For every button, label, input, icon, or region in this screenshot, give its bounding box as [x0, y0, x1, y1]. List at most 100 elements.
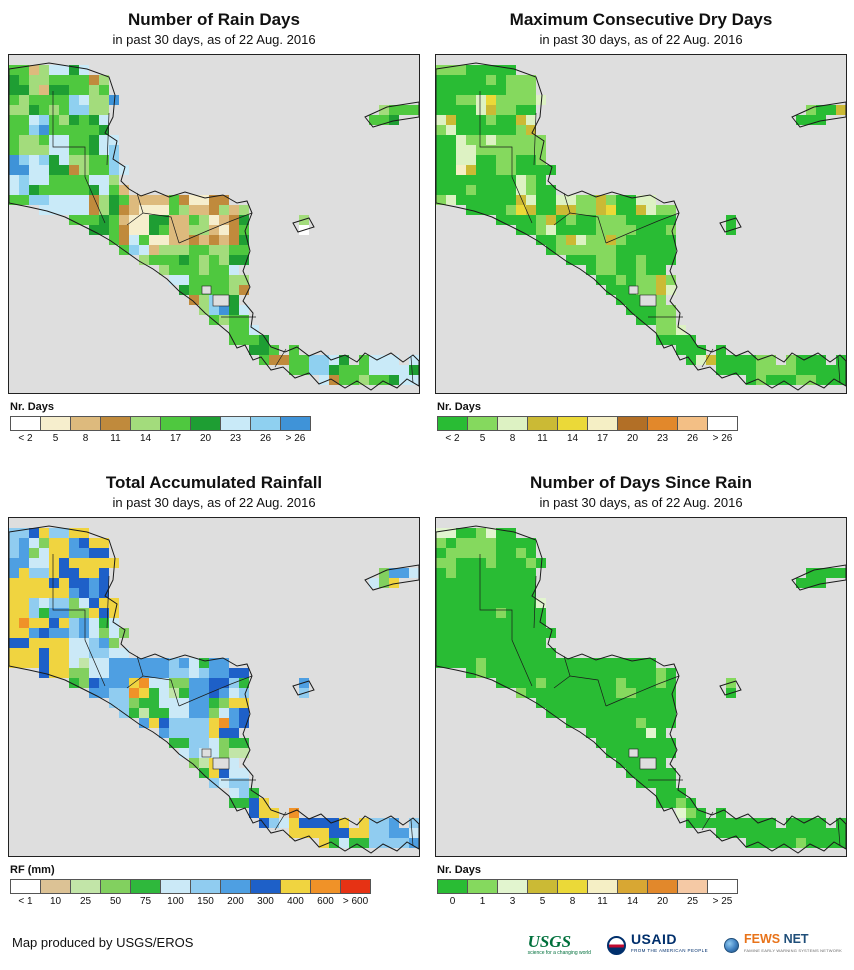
- legend-item: 14: [130, 416, 161, 444]
- legend-item: 23: [220, 416, 251, 444]
- legend-item: 8: [70, 416, 101, 444]
- legend-label: 20: [199, 433, 212, 444]
- usaid-logo: USAID FROM THE AMERICAN PEOPLE: [606, 932, 708, 956]
- legend-label: 5: [539, 896, 546, 907]
- legend-swatch: [220, 879, 251, 894]
- legend-item: 150: [190, 879, 221, 907]
- map-rain-days: [8, 54, 420, 394]
- legend-item: 5: [40, 416, 71, 444]
- legend-label: 300: [257, 896, 274, 907]
- legend-label: 100: [167, 896, 184, 907]
- legend-swatch: [587, 879, 618, 894]
- legend-title: Nr. Days: [10, 401, 55, 413]
- legend-item: < 2: [10, 416, 41, 444]
- legend-label: 14: [139, 433, 152, 444]
- legend-label: < 1: [18, 896, 33, 907]
- panel-subtitle: in past 30 days, as of 22 Aug. 2016: [112, 32, 316, 47]
- legend-title: Nr. Days: [437, 864, 482, 876]
- legend-label: 8: [82, 433, 89, 444]
- panel-accumulated-rainfall: Total Accumulated Rainfall in past 30 da…: [0, 463, 427, 926]
- legend-label: 20: [626, 433, 639, 444]
- footer: Map produced by USGS/EROS USGS science f…: [0, 926, 854, 960]
- legend-item: 25: [677, 879, 708, 907]
- legend-swatch: [100, 879, 131, 894]
- legend-label: 14: [566, 433, 579, 444]
- legend-label: 26: [259, 433, 272, 444]
- legend-label: 8: [509, 433, 516, 444]
- legend-item: 50: [100, 879, 131, 907]
- map-accumulated-rainfall: [8, 517, 420, 857]
- legend-swatch: [617, 416, 648, 431]
- legend-row: < 2 5 8 11 14 17 20 23 26 > 26: [437, 416, 854, 444]
- globe-icon: [723, 937, 739, 953]
- legend-swatch: [587, 416, 618, 431]
- legend-label: 25: [79, 896, 92, 907]
- legend-label: 17: [596, 433, 609, 444]
- legend-item: 10: [40, 879, 71, 907]
- legend-item: 200: [220, 879, 251, 907]
- map-canvas: [9, 55, 419, 393]
- legend-title: RF (mm): [10, 864, 55, 876]
- legend-swatch: [160, 879, 191, 894]
- legend-item: 75: [130, 879, 161, 907]
- map-grid: Number of Rain Days in past 30 days, as …: [0, 0, 854, 926]
- legend-label: 5: [479, 433, 486, 444]
- panel-subtitle: in past 30 days, as of 22 Aug. 2016: [539, 495, 743, 510]
- panel-subtitle: in past 30 days, as of 22 Aug. 2016: [112, 495, 316, 510]
- legend-item: 3: [497, 879, 528, 907]
- panel-days-since-rain: Number of Days Since Rain in past 30 day…: [427, 463, 854, 926]
- legend-label: < 2: [18, 433, 33, 444]
- panel-rain-days: Number of Rain Days in past 30 days, as …: [0, 0, 427, 463]
- legend-item: 5: [467, 416, 498, 444]
- legend-swatch: [220, 416, 251, 431]
- legend-item: 100: [160, 879, 191, 907]
- panel-subtitle: in past 30 days, as of 22 Aug. 2016: [539, 32, 743, 47]
- legend-label: 0: [449, 896, 456, 907]
- legend-label: 1: [479, 896, 486, 907]
- legend-swatch: [497, 416, 528, 431]
- legend-item: > 25: [707, 879, 738, 907]
- legend-item: 20: [190, 416, 221, 444]
- usaid-seal-icon: [606, 935, 626, 955]
- legend-label: 600: [317, 896, 334, 907]
- legend-swatch: [647, 416, 678, 431]
- legend-label: 8: [569, 896, 576, 907]
- legend-label: 75: [139, 896, 152, 907]
- legend-item: 17: [160, 416, 191, 444]
- legend-swatch: [40, 416, 71, 431]
- legend-label: 5: [52, 433, 59, 444]
- legend-item: 11: [527, 416, 558, 444]
- legend-item: 23: [647, 416, 678, 444]
- legend-consecutive-dry-days: Nr. Days < 2 5 8 11 14 17 20 23 26 > 26: [435, 401, 854, 444]
- map-canvas: [9, 518, 419, 856]
- legend-item: 600: [310, 879, 341, 907]
- legend-swatch: [130, 879, 161, 894]
- legend-swatch: [340, 879, 371, 894]
- legend-swatch: [707, 879, 738, 894]
- logo-group: USGS science for a changing world USAID …: [527, 932, 842, 960]
- legend-swatch: [100, 416, 131, 431]
- legend-label: 26: [686, 433, 699, 444]
- usaid-tagline: FROM THE AMERICAN PEOPLE: [630, 948, 708, 953]
- legend-swatch: [190, 416, 221, 431]
- legend-swatch: [497, 879, 528, 894]
- legend-item: 14: [557, 416, 588, 444]
- legend-swatch: [160, 416, 191, 431]
- map-canvas: [436, 55, 846, 393]
- legend-swatch: [437, 879, 468, 894]
- legend-swatch: [250, 416, 281, 431]
- legend-item: 11: [587, 879, 618, 907]
- map-consecutive-dry-days: [435, 54, 847, 394]
- legend-rain-days: Nr. Days < 2 5 8 11 14 17 20 23 26 > 26: [8, 401, 427, 444]
- legend-swatch: [677, 879, 708, 894]
- usgs-wordmark: USGS: [527, 932, 572, 951]
- legend-swatch: [130, 416, 161, 431]
- legend-item: 5: [527, 879, 558, 907]
- legend-swatch: [10, 416, 41, 431]
- panel-title: Maximum Consecutive Dry Days: [509, 10, 773, 29]
- legend-label: 10: [49, 896, 62, 907]
- legend-item: 8: [557, 879, 588, 907]
- legend-swatch: [467, 879, 498, 894]
- legend-item: 400: [280, 879, 311, 907]
